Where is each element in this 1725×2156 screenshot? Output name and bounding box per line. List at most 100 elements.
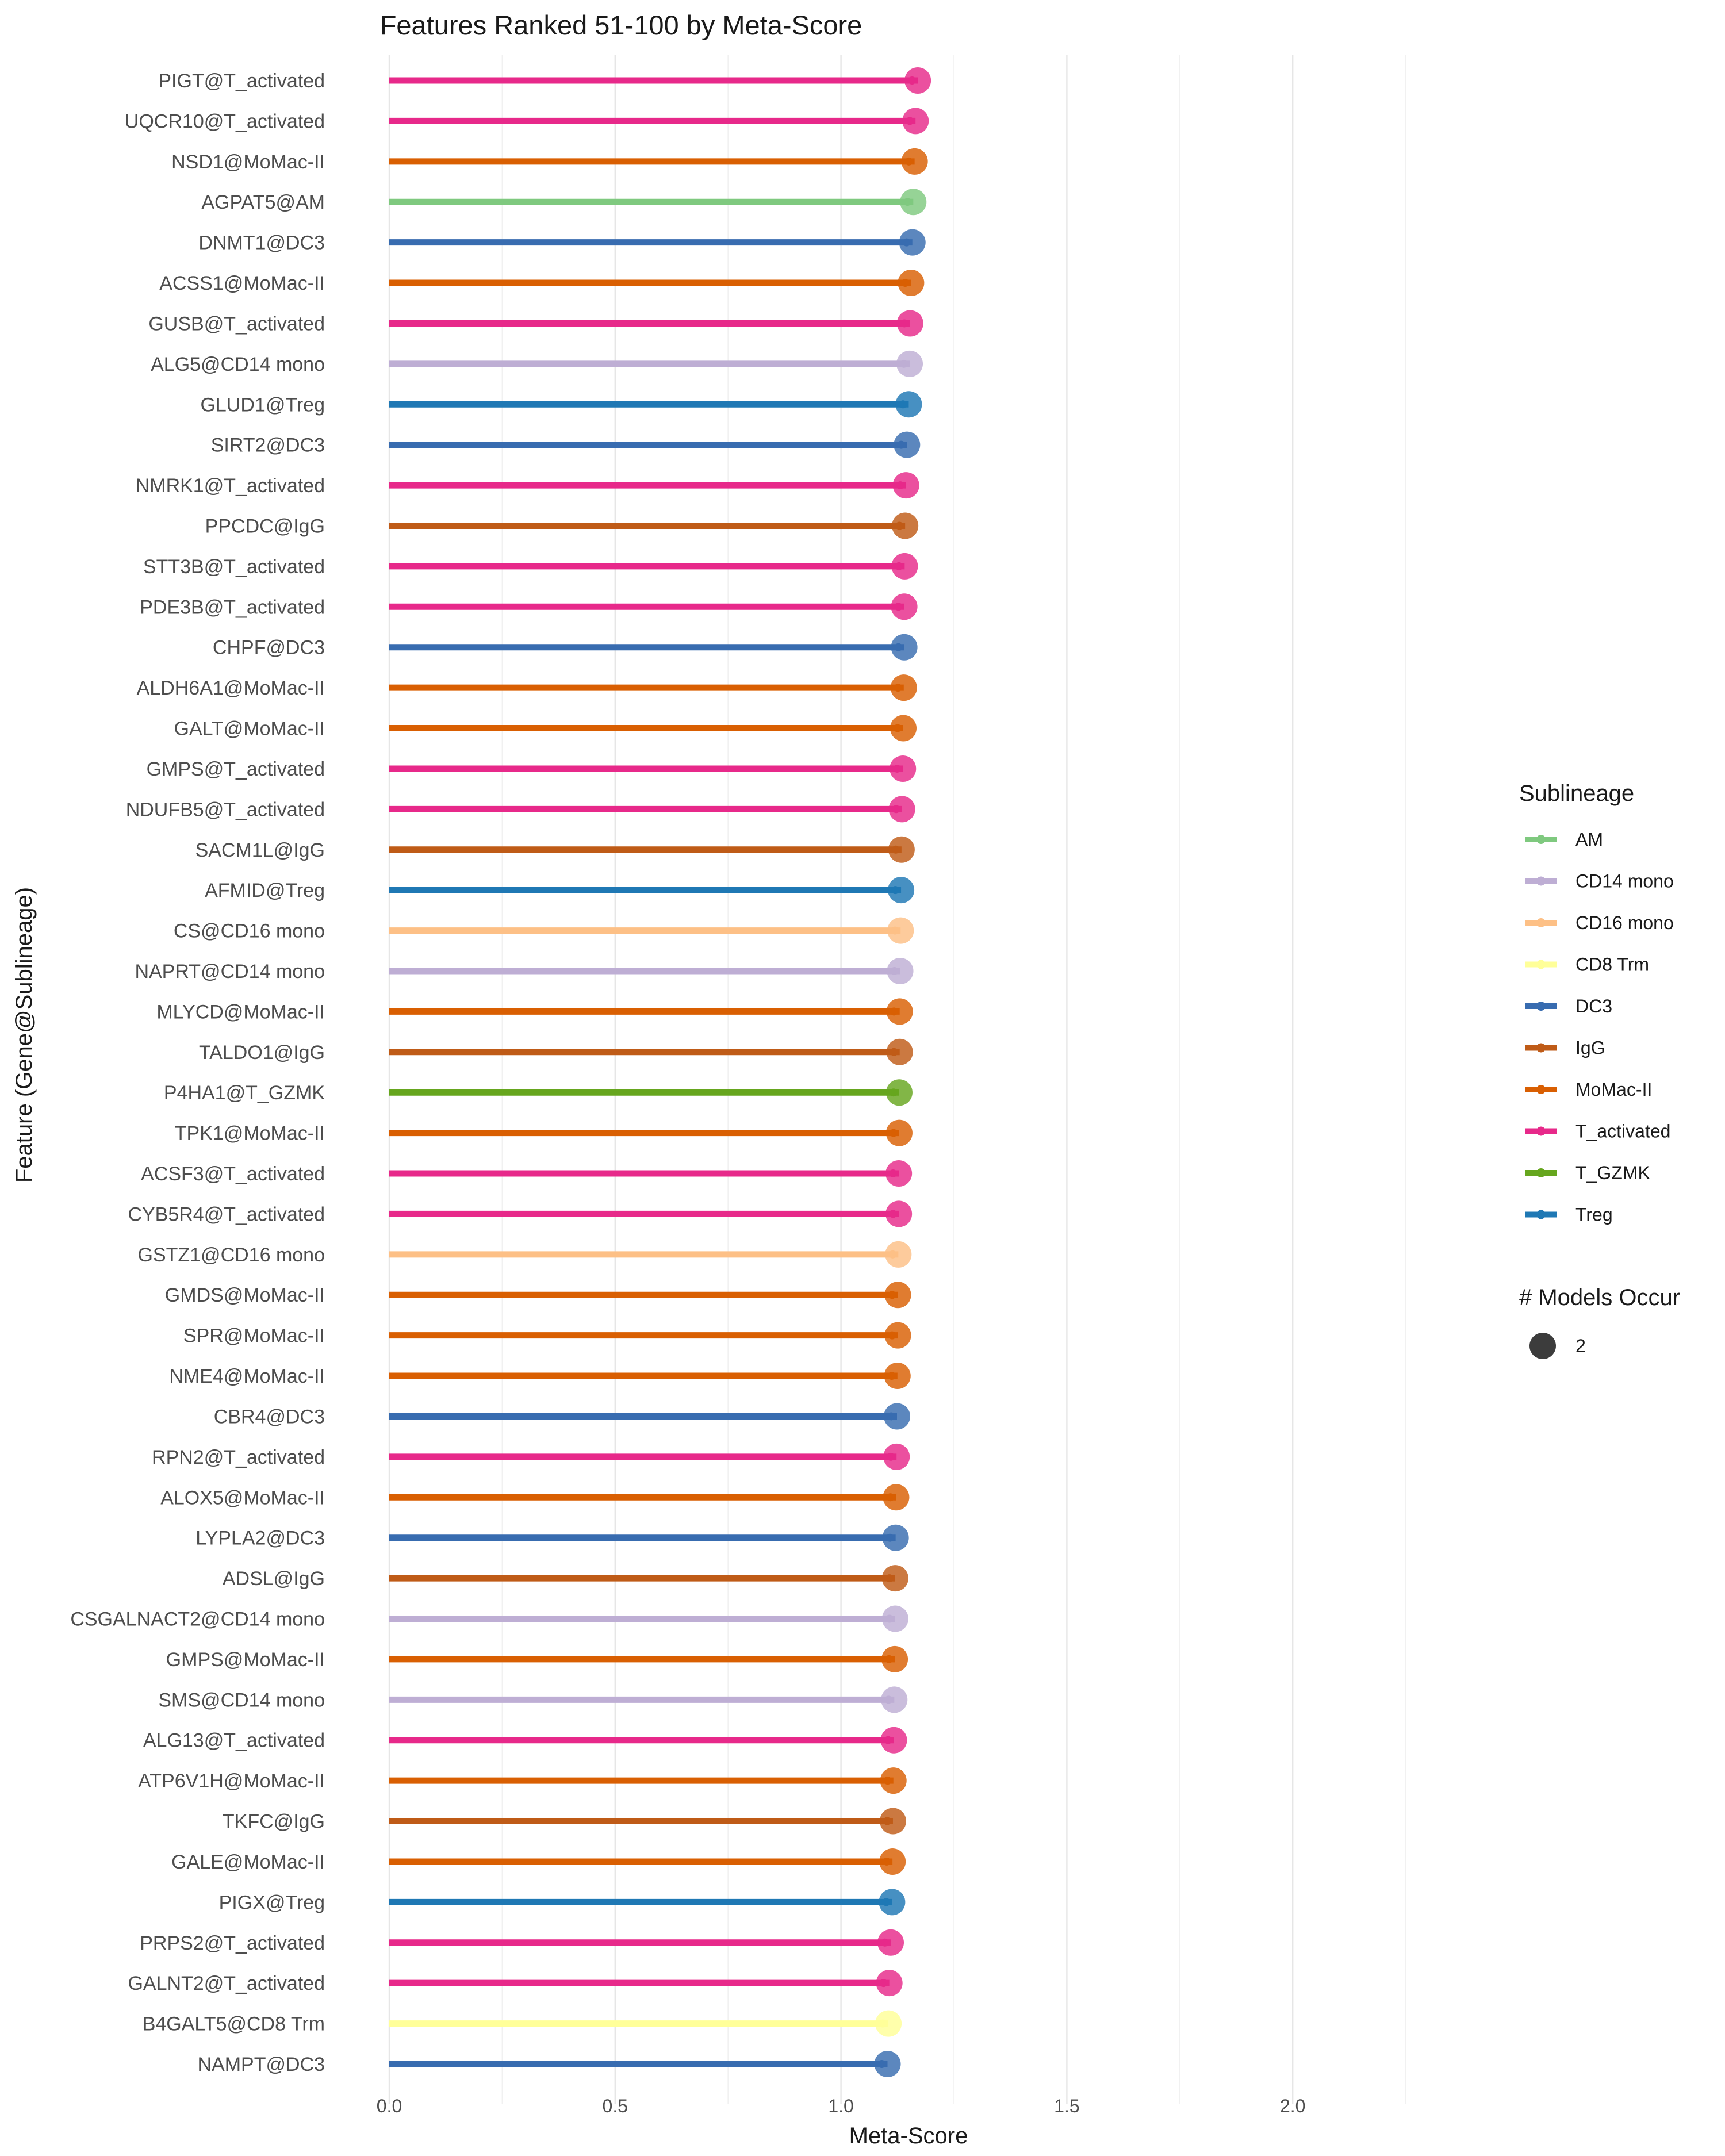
lollipop-point (881, 1645, 908, 1672)
lollipop (389, 877, 915, 904)
lollipop-point (879, 1889, 906, 1916)
y-tick-label: NMRK1@T_activated (136, 475, 325, 497)
lollipop-point (896, 310, 923, 337)
lollipop-point (888, 796, 915, 823)
y-tick-label: TALDO1@IgG (199, 1042, 325, 1064)
lollipop-point (892, 472, 919, 499)
y-tick-label: SPR@MoMac-II (183, 1325, 325, 1347)
lollipop-point (887, 917, 914, 944)
lollipop-point (875, 2010, 902, 2037)
lollipop-point (899, 229, 926, 256)
lollipop (389, 1686, 908, 1713)
y-tick-label: GALE@MoMac-II (171, 1851, 325, 1873)
legend-label: MoMac-II (1575, 1079, 1652, 1100)
lollipop-point (886, 1038, 913, 1065)
lollipop-point (888, 877, 915, 904)
legend-entry: T_GZMK (1525, 1163, 1650, 1183)
lollipop-point (881, 1605, 908, 1632)
lollipop (389, 270, 925, 297)
legend-entry: MoMac-II (1525, 1079, 1652, 1100)
x-tick-label: 1.0 (828, 2096, 853, 2116)
lollipop-point (900, 189, 927, 216)
y-tick-label: GUSB@T_activated (148, 313, 325, 335)
lollipop (389, 229, 926, 256)
lollipop-point (883, 1443, 910, 1470)
legend-entry: T_activated (1525, 1121, 1670, 1142)
legend-key-point (1536, 835, 1546, 844)
legend-entry: CD8 Trm (1525, 954, 1649, 975)
lollipop-point (880, 1727, 907, 1754)
y-tick-label: CYB5R4@T_activated (128, 1203, 325, 1225)
y-tick-label: PDE3B@T_activated (140, 596, 325, 618)
y-tick-label: GLUD1@Treg (200, 394, 325, 416)
chart-title: Features Ranked 51-100 by Meta-Score (380, 10, 862, 40)
y-tick-label: SACM1L@IgG (195, 839, 325, 861)
y-tick-label: SMS@CD14 mono (158, 1689, 325, 1711)
legend-label: DC3 (1575, 996, 1612, 1016)
y-tick-label: ADSL@IgG (223, 1568, 325, 1590)
y-tick-label: RPN2@T_activated (152, 1447, 325, 1468)
lollipop-point (898, 270, 925, 297)
y-tick-label: NAMPT@DC3 (197, 2054, 325, 2076)
lollipop-point (902, 108, 929, 135)
y-tick-label: SIRT2@DC3 (211, 435, 325, 456)
lollipop (389, 391, 922, 418)
lollipop (389, 2051, 901, 2077)
lollipop-point (888, 836, 915, 863)
lollipop (389, 957, 914, 984)
legend-label: T_activated (1575, 1121, 1670, 1142)
size-legend-label: 2 (1575, 1336, 1586, 1356)
lollipop (389, 634, 918, 661)
lollipop-point (887, 957, 914, 984)
lollipop (389, 350, 923, 377)
lollipop-point (877, 1929, 904, 1956)
lollipop-point (882, 1524, 909, 1551)
lollipop (389, 1079, 913, 1106)
legend-key-point (1536, 1002, 1546, 1011)
legend-key-point (1536, 1126, 1546, 1136)
lollipop (389, 67, 931, 94)
lollipop (389, 512, 919, 539)
lollipop-point (885, 1200, 913, 1227)
x-axis-label: Meta-Score (849, 2123, 968, 2149)
lollipop-point (892, 512, 919, 539)
lollipop (389, 1889, 906, 1916)
lollipop-point (886, 998, 913, 1025)
lollipop (389, 1808, 906, 1835)
y-tick-label: GMDS@MoMac-II (165, 1284, 325, 1306)
lollipop (389, 1119, 913, 1146)
legend-label: CD16 mono (1575, 912, 1674, 933)
lollipop (389, 1645, 908, 1672)
y-tick-label: P4HA1@T_GZMK (164, 1082, 325, 1104)
lollipop (389, 1970, 903, 1997)
lollipop (389, 553, 918, 580)
y-tick-label: ACSS1@MoMac-II (159, 273, 325, 294)
lollipop (389, 310, 923, 337)
y-tick-label: MLYCD@MoMac-II (156, 1001, 325, 1023)
legend-key-point (1536, 1210, 1546, 1219)
y-tick-label: ALDH6A1@MoMac-II (137, 677, 325, 699)
size-legend-key (1529, 1333, 1556, 1359)
lollipop (389, 674, 917, 701)
lollipop-point (885, 1241, 912, 1268)
color-legend-items: AM CD14 mono CD16 mono CD8 Trm DC3 IgG MoMac-I… (1525, 829, 1674, 1225)
legend-label: CD8 Trm (1575, 954, 1649, 975)
y-tick-label: CHPF@DC3 (213, 637, 325, 659)
x-tick-label: 0.0 (377, 2096, 402, 2116)
size-legend-items: 2 (1529, 1333, 1586, 1359)
x-tick-label: 1.5 (1054, 2096, 1079, 2116)
lollipop-point (876, 1970, 903, 1997)
lollipop-point (879, 1808, 906, 1835)
y-tick-label: STT3B@T_activated (143, 556, 325, 578)
legend-key-point (1536, 1043, 1546, 1053)
legend-label: Treg (1575, 1204, 1613, 1225)
y-tick-label: CBR4@DC3 (214, 1406, 325, 1428)
y-tick-label: CS@CD16 mono (174, 920, 325, 942)
lollipop-point (894, 431, 921, 458)
y-tick-labels: PIGT@T_activated UQCR10@T_activated NSD1@M… (70, 70, 325, 2076)
lollipop-point (881, 1686, 908, 1713)
y-tick-label: B4GALT5@CD8 Trm (143, 2013, 325, 2035)
lollipop (389, 108, 929, 135)
legend-label: CD14 mono (1575, 871, 1674, 892)
